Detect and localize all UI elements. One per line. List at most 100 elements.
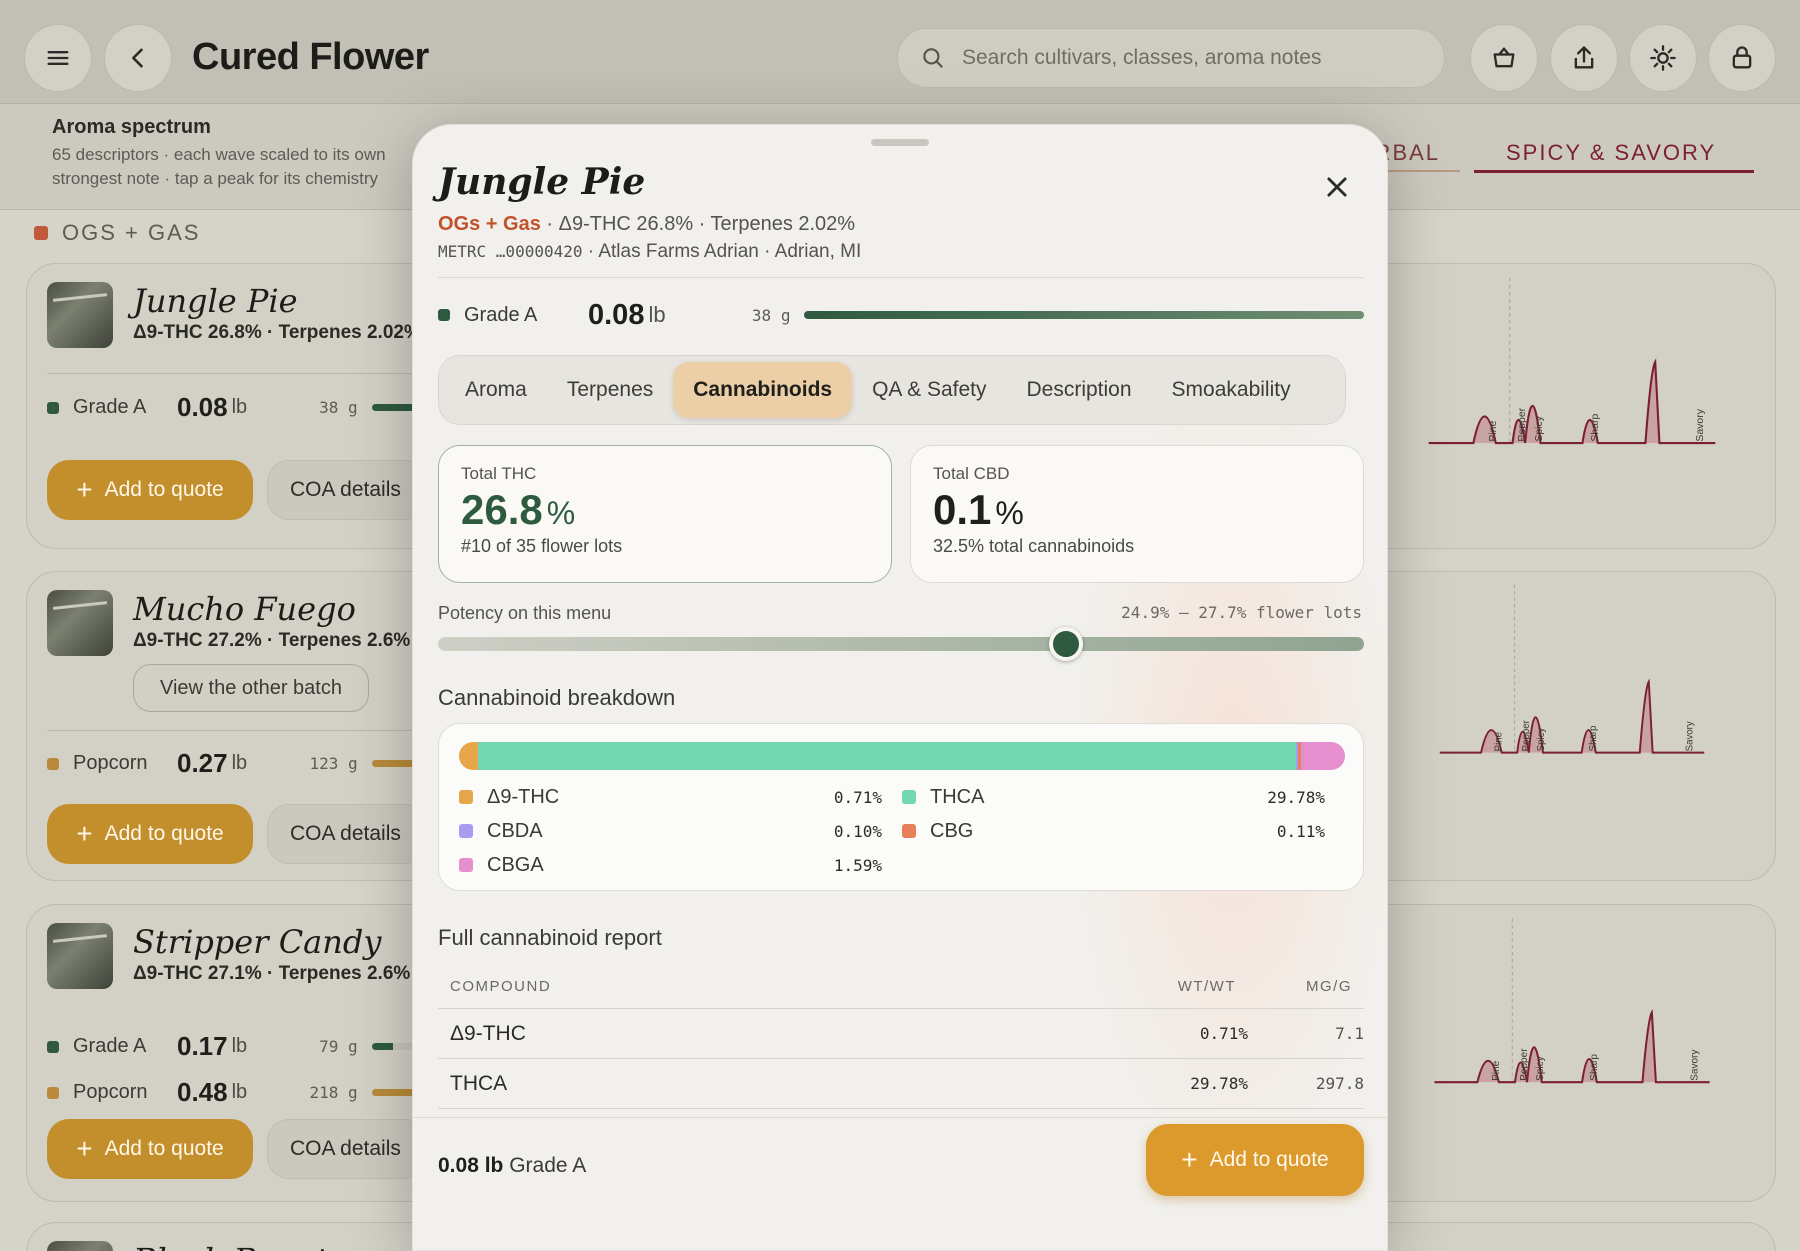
- tab-smoakability[interactable]: Smoakability: [1171, 378, 1291, 401]
- grade-dot: [438, 309, 450, 321]
- cannabinoid-report-table: COMPOUND WT/WT MG/G Δ9-THC 0.71% 7.1 THCA 29…: [438, 965, 1364, 1109]
- add-to-quote-button[interactable]: + Add to quote: [47, 804, 253, 864]
- share-button[interactable]: [1550, 24, 1618, 92]
- breakdown-segment: [1301, 742, 1345, 770]
- coa-details-label: COA details: [290, 478, 401, 501]
- aroma-wave-chart[interactable]: Pine Pepper Spicy Sharp Savory: [1367, 572, 1777, 772]
- grade-value: 0.27: [177, 748, 228, 778]
- tab-description[interactable]: Description: [1026, 378, 1132, 401]
- tab-terpenes[interactable]: Terpenes: [566, 378, 654, 401]
- total-thc-card: Total THC 26.8% #10 of 35 flower lots: [438, 445, 892, 583]
- total-cbd-value: 0.1%: [933, 486, 1341, 534]
- wave-label-pepper: Pepper: [1521, 719, 1532, 751]
- product-name: Black Beauty: [133, 1241, 346, 1251]
- potency-label: Potency on this menu: [438, 603, 612, 623]
- view-other-batch-button[interactable]: View the other batch: [133, 664, 369, 712]
- aroma-wave-chart[interactable]: Pine Pepper Spicy Sharp Savory: [1367, 264, 1777, 464]
- close-icon: [1327, 177, 1347, 197]
- aroma-subtitle-line1: 65 descriptors · each wave scaled to its…: [52, 145, 386, 164]
- legend-swatch: [902, 824, 916, 838]
- legend-swatch: [902, 790, 916, 804]
- class-label[interactable]: OGs + Gas: [438, 213, 541, 235]
- grade-grams: 218 g: [309, 1083, 358, 1102]
- tab-qa-safety[interactable]: QA & Safety: [872, 378, 987, 401]
- grade-grams: 123 g: [309, 754, 358, 773]
- cell-wt: 29.78%: [1190, 1074, 1248, 1093]
- legend-item: Δ9-THC 0.71%: [459, 784, 902, 810]
- coa-details-button[interactable]: COA details: [267, 460, 427, 520]
- sheet-source: METRC …00000420 · Atlas Farms Adrian · A…: [438, 241, 861, 263]
- search-bar[interactable]: [897, 28, 1445, 88]
- product-name: Mucho Fuego: [133, 590, 356, 628]
- cannabinoid-breakdown-card: Δ9-THC 0.71% THCA 29.78% CBDA 0.10% CBG 0.11% CB…: [438, 723, 1364, 891]
- total-thc-number: 26.8: [461, 486, 543, 533]
- add-to-quote-button[interactable]: + Add to quote: [47, 460, 253, 520]
- potency-range: 24.9% — 27.7% flower lots: [1121, 603, 1362, 622]
- grade-label: Grade A: [73, 1035, 147, 1057]
- legend-item: CBDA 0.10%: [459, 818, 902, 844]
- basket-button[interactable]: [1470, 24, 1538, 92]
- theme-button[interactable]: [1629, 24, 1697, 92]
- wave-label-pine: Pine: [1494, 732, 1505, 751]
- grade-grams: 79 g: [319, 1037, 358, 1056]
- tab-aroma[interactable]: Aroma: [465, 378, 527, 401]
- lock-button[interactable]: [1708, 24, 1776, 92]
- legend-label: CBGA: [487, 853, 544, 876]
- breakdown-segment: [1298, 742, 1302, 770]
- wave-label-savory: Savory: [1685, 721, 1696, 751]
- chevron-left-icon: [132, 48, 143, 68]
- grade-unit: lb: [231, 1035, 248, 1057]
- grade-label: Popcorn: [73, 1081, 148, 1103]
- aroma-wave-chart[interactable]: Pine Pepper Spicy Sharp Savory: [1367, 905, 1777, 1105]
- grade-value: 0.08: [177, 392, 228, 422]
- coa-details-button[interactable]: COA details: [267, 1119, 427, 1179]
- coa-details-button[interactable]: COA details: [267, 804, 427, 864]
- total-thc-label: Total THC: [461, 464, 537, 483]
- cell-compound: Δ9-THC: [450, 1021, 526, 1045]
- percent-unit: %: [995, 495, 1024, 531]
- breakdown-stacked-bar: [459, 742, 1345, 770]
- wave-label-savory: Savory: [1690, 1050, 1701, 1081]
- product-meta: Δ9-THC 26.8% · Terpenes 2.02%: [133, 322, 421, 343]
- search-input[interactable]: [962, 46, 1422, 70]
- wave-label-pepper: Pepper: [1517, 407, 1528, 441]
- close-button[interactable]: [1319, 169, 1355, 205]
- divider: [438, 277, 1364, 278]
- back-button[interactable]: [104, 24, 172, 92]
- table-row: Δ9-THC 0.71% 7.1: [438, 1009, 1364, 1059]
- add-to-quote-button[interactable]: + Add to quote: [47, 1119, 253, 1179]
- sun-icon: [1650, 45, 1676, 71]
- section-label: OGS + GAS: [34, 220, 200, 246]
- section-dot: [34, 226, 48, 240]
- product-thumbnail: [47, 282, 113, 348]
- lock-icon: [1732, 46, 1752, 69]
- wave-label-pine: Pine: [1491, 1060, 1502, 1081]
- product-thumbnail: [47, 1241, 113, 1251]
- wave-label-sharp: Sharp: [1590, 414, 1601, 442]
- search-icon: [923, 48, 943, 68]
- grade-row: Popcorn 0.27 lb 123 g: [47, 748, 432, 779]
- tab-cannabinoids[interactable]: Cannabinoids: [673, 362, 853, 418]
- grade-label: Grade A: [464, 303, 538, 326]
- hamburger-icon: [47, 51, 69, 65]
- cell-mg: 297.8: [1315, 1074, 1364, 1093]
- plus-icon: +: [76, 474, 93, 505]
- add-to-quote-button[interactable]: + Add to quote: [1146, 1124, 1364, 1196]
- total-cbd-label: Total CBD: [933, 464, 1010, 483]
- tab-spicy-savory[interactable]: SPICY & SAVORY: [1506, 140, 1717, 165]
- coa-details-label: COA details: [290, 1137, 401, 1160]
- grade-grams: 38 g: [319, 398, 358, 417]
- menu-button[interactable]: [24, 24, 92, 92]
- sheet-grab-handle[interactable]: [871, 139, 929, 146]
- wave-label-spicy: Spicy: [1536, 728, 1547, 752]
- legend-item: THCA 29.78%: [902, 784, 1345, 810]
- product-name: Jungle Pie: [133, 282, 298, 320]
- grade-bar: [371, 760, 432, 767]
- table-row: THCA 29.78% 297.8: [438, 1059, 1364, 1109]
- add-to-quote-label: Add to quote: [104, 478, 224, 501]
- table-body: Δ9-THC 0.71% 7.1 THCA 29.78% 297.8: [438, 1009, 1364, 1109]
- grade-dot: [47, 401, 59, 414]
- grade-unit: lb: [648, 302, 666, 327]
- grade-row: Popcorn 0.48 lb 218 g: [47, 1077, 432, 1108]
- product-thumbnail: [47, 923, 113, 989]
